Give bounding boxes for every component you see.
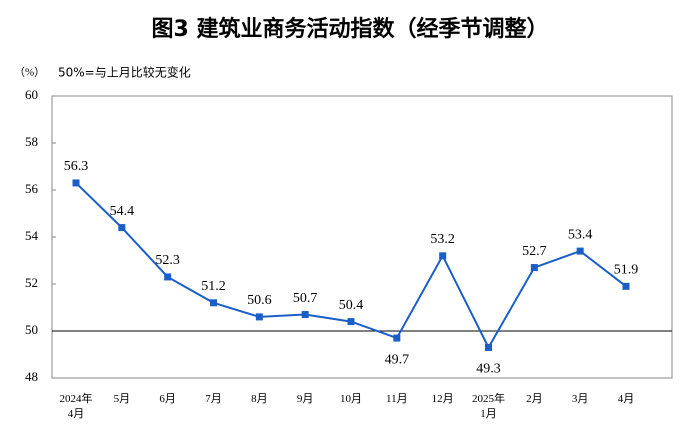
x-tick-label: 7月 — [205, 393, 222, 405]
value-label: 50.7 — [293, 291, 318, 306]
value-label: 51.2 — [201, 279, 226, 294]
x-tick-label: 11月 — [386, 393, 408, 405]
x-tick-label: 2024年 4月 — [59, 393, 93, 420]
y-tick-label: 56 — [25, 181, 39, 196]
data-point — [530, 264, 538, 272]
data-point — [439, 252, 447, 260]
x-tick-label: 9月 — [296, 393, 314, 405]
value-label: 49.3 — [476, 362, 501, 377]
y-tick-label: 54 — [25, 228, 39, 243]
value-label: 54.4 — [110, 204, 135, 219]
data-point — [255, 313, 263, 321]
x-tick-label: 3月 — [571, 393, 589, 405]
x-tick-label: 10月 — [340, 393, 362, 405]
data-point — [164, 273, 172, 281]
value-label: 56.3 — [64, 159, 89, 174]
value-label: 50.4 — [339, 298, 364, 313]
data-point — [622, 282, 630, 290]
data-point — [210, 299, 217, 307]
value-label: 51.9 — [614, 263, 639, 278]
y-unit: （%） — [14, 66, 45, 79]
data-point — [118, 224, 126, 232]
value-label: 50.6 — [247, 293, 272, 308]
x-tick-label: 6月 — [159, 393, 176, 405]
y-tick-label: 52 — [25, 275, 38, 290]
value-label: 53.4 — [568, 227, 593, 242]
y-tick-label: 50 — [25, 322, 38, 337]
x-tick-label: 12月 — [431, 393, 454, 405]
x-tick-label: 2025年 1月 — [472, 393, 505, 420]
x-tick-label: 5月 — [113, 393, 131, 405]
x-tick-label: 4月 — [617, 393, 635, 405]
data-point — [72, 179, 80, 187]
y-tick-label: 58 — [25, 134, 38, 149]
x-tick-label: 8月 — [251, 393, 268, 405]
value-label: 53.2 — [430, 232, 455, 247]
data-point — [576, 247, 584, 255]
value-label: 49.7 — [385, 352, 410, 367]
value-label: 52.7 — [522, 244, 547, 259]
annotation: 50%=与上月比较无变化 — [58, 65, 191, 80]
data-point — [485, 343, 492, 351]
data-point — [301, 311, 309, 319]
data-point — [347, 318, 355, 326]
value-label: 52.3 — [155, 253, 180, 268]
data-point — [393, 334, 401, 342]
chart-title: 图3 建筑业商务活动指数（经季节调整） — [152, 16, 549, 42]
x-tick-label: 2月 — [526, 393, 543, 405]
y-tick-label: 48 — [25, 369, 38, 384]
y-tick-label: 60 — [25, 87, 38, 102]
